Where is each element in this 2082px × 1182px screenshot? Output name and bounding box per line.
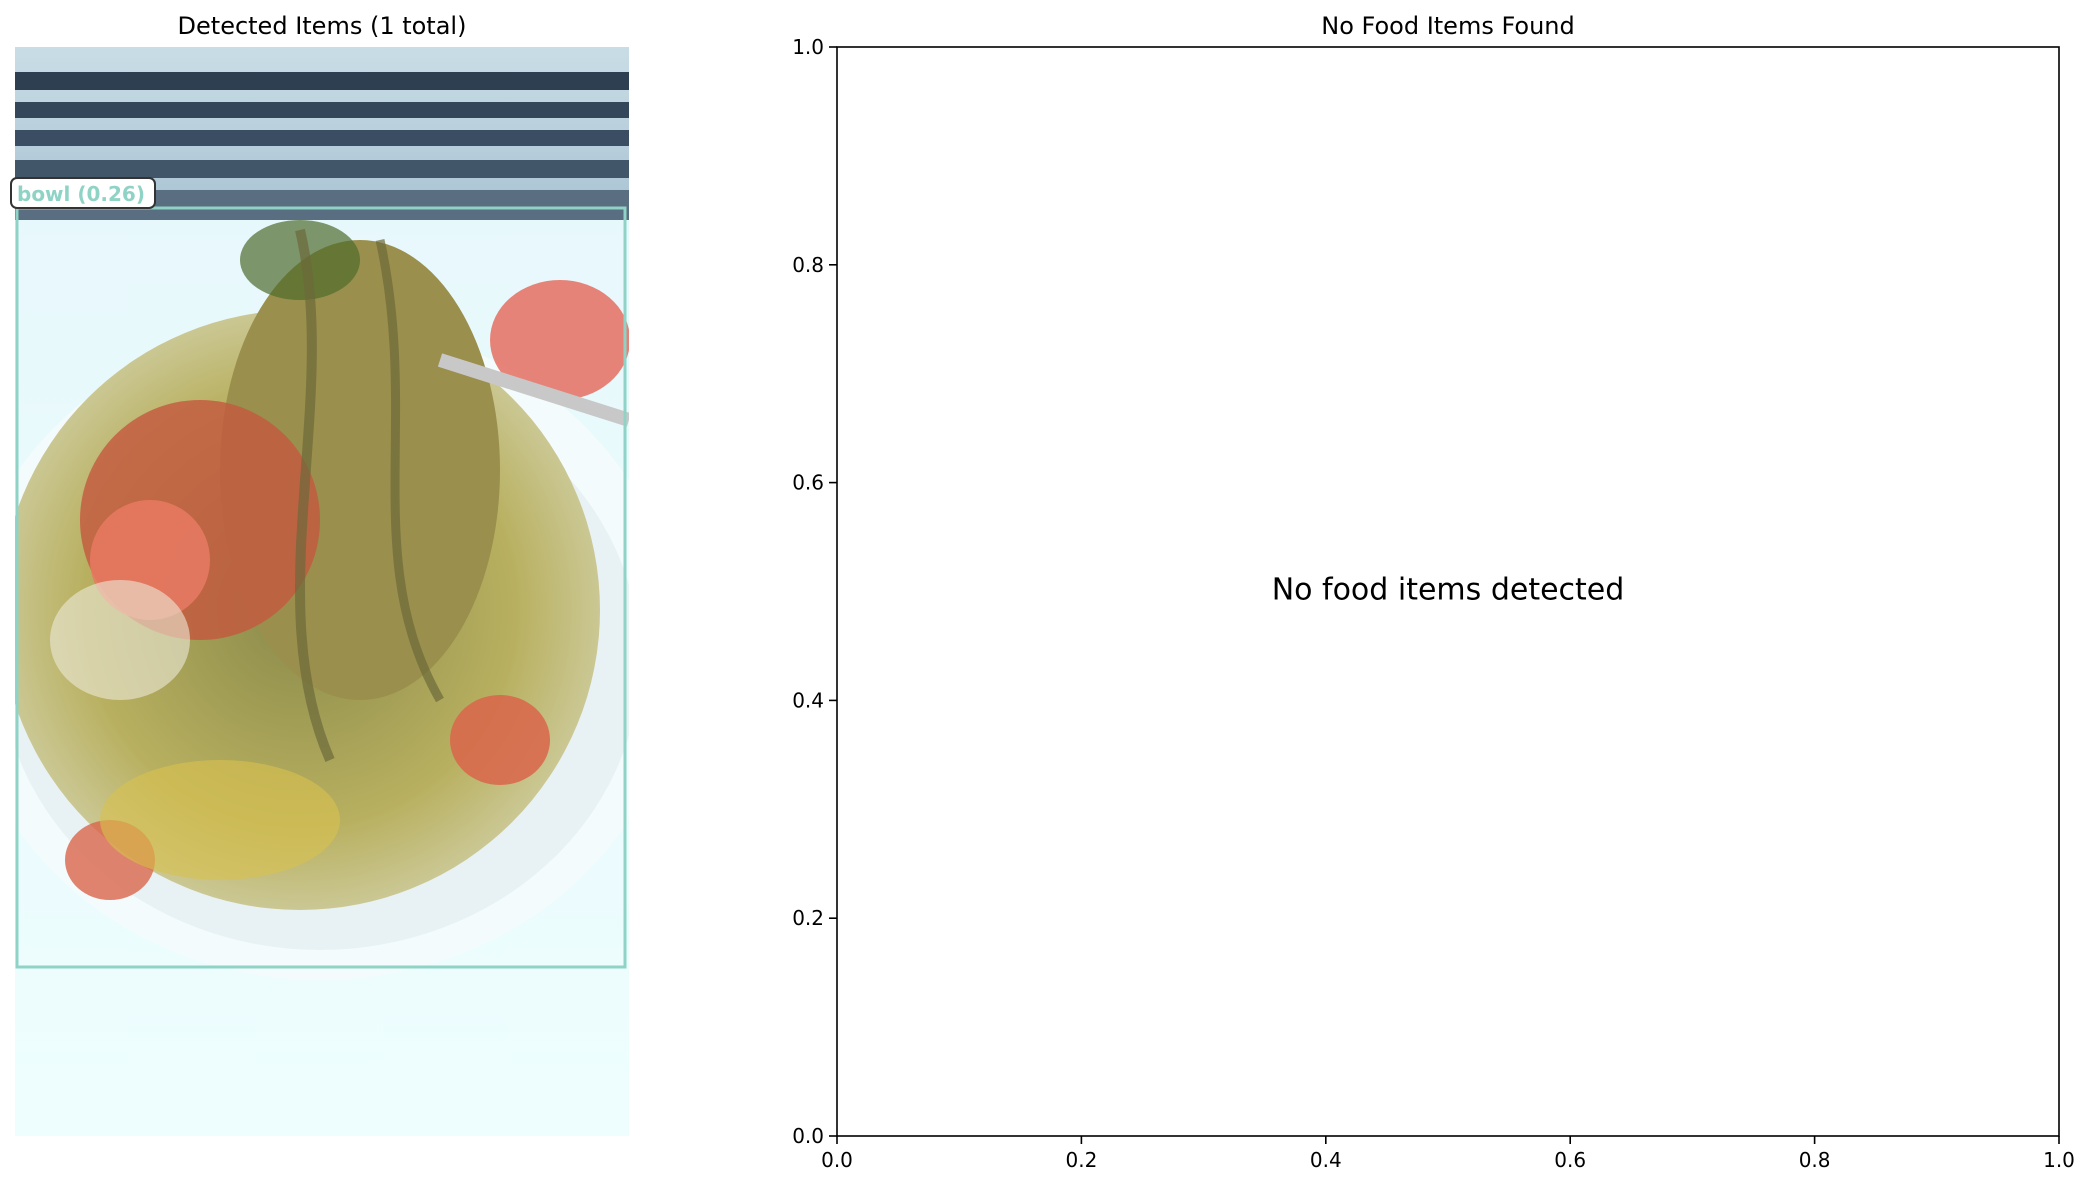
no-items-annotation: No food items detected xyxy=(1272,573,1625,608)
left-panel-title: Detected Items (1 total) xyxy=(178,12,467,40)
detection-label-text: bowl (0.26) xyxy=(17,182,145,206)
x-tick-label: 0.0 xyxy=(821,1148,853,1172)
y-tick-label: 0.2 xyxy=(792,906,824,930)
y-tick-label: 0.8 xyxy=(792,253,824,277)
x-tick-label: 0.8 xyxy=(1799,1148,1831,1172)
y-tick-label: 1.0 xyxy=(792,35,824,59)
x-axis-ticks: 0.0 0.2 0.4 0.6 0.8 1.0 xyxy=(821,1136,2075,1172)
y-tick-label: 0.4 xyxy=(792,688,824,712)
y-axis-ticks: 0.0 0.2 0.4 0.6 0.8 1.0 xyxy=(792,35,837,1148)
detection-box xyxy=(15,206,627,969)
plot-area xyxy=(836,46,2060,1137)
food-photo xyxy=(15,47,629,1136)
x-tick-label: 0.4 xyxy=(1310,1148,1342,1172)
x-tick-label: 1.0 xyxy=(2043,1148,2075,1172)
detection-label: bowl (0.26) xyxy=(10,177,156,209)
y-tick-label: 0.0 xyxy=(792,1124,824,1148)
x-tick-label: 0.2 xyxy=(1065,1148,1097,1172)
x-tick-label: 0.6 xyxy=(1554,1148,1586,1172)
y-tick-label: 0.6 xyxy=(792,471,824,495)
chart-title: No Food Items Found xyxy=(1321,12,1575,40)
